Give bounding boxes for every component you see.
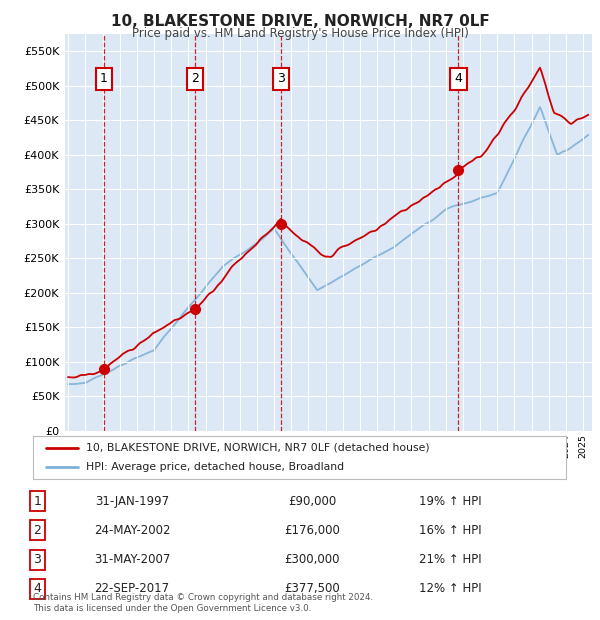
- Text: HPI: Average price, detached house, Broadland: HPI: Average price, detached house, Broa…: [86, 463, 344, 472]
- Text: 4: 4: [454, 73, 462, 86]
- Text: 22-SEP-2017: 22-SEP-2017: [94, 582, 170, 595]
- Text: £176,000: £176,000: [284, 524, 340, 537]
- Text: £90,000: £90,000: [288, 495, 336, 508]
- Text: 31-JAN-1997: 31-JAN-1997: [95, 495, 169, 508]
- Text: 2: 2: [33, 524, 41, 537]
- Text: 3: 3: [33, 553, 41, 566]
- Text: Price paid vs. HM Land Registry's House Price Index (HPI): Price paid vs. HM Land Registry's House …: [131, 27, 469, 40]
- Text: 1: 1: [100, 73, 108, 86]
- Text: Contains HM Land Registry data © Crown copyright and database right 2024.
This d: Contains HM Land Registry data © Crown c…: [33, 593, 373, 613]
- Text: 16% ↑ HPI: 16% ↑ HPI: [419, 524, 481, 537]
- Text: 12% ↑ HPI: 12% ↑ HPI: [419, 582, 481, 595]
- Text: 31-MAY-2007: 31-MAY-2007: [94, 553, 170, 566]
- Text: 21% ↑ HPI: 21% ↑ HPI: [419, 553, 481, 566]
- Text: 1: 1: [33, 495, 41, 508]
- Text: 3: 3: [277, 73, 285, 86]
- Text: 10, BLAKESTONE DRIVE, NORWICH, NR7 0LF (detached house): 10, BLAKESTONE DRIVE, NORWICH, NR7 0LF (…: [86, 443, 430, 453]
- Text: 10, BLAKESTONE DRIVE, NORWICH, NR7 0LF: 10, BLAKESTONE DRIVE, NORWICH, NR7 0LF: [110, 14, 490, 29]
- Text: £300,000: £300,000: [284, 553, 340, 566]
- Text: 4: 4: [33, 582, 41, 595]
- Text: 19% ↑ HPI: 19% ↑ HPI: [419, 495, 481, 508]
- Text: 2: 2: [191, 73, 199, 86]
- Text: 24-MAY-2002: 24-MAY-2002: [94, 524, 170, 537]
- Text: £377,500: £377,500: [284, 582, 340, 595]
